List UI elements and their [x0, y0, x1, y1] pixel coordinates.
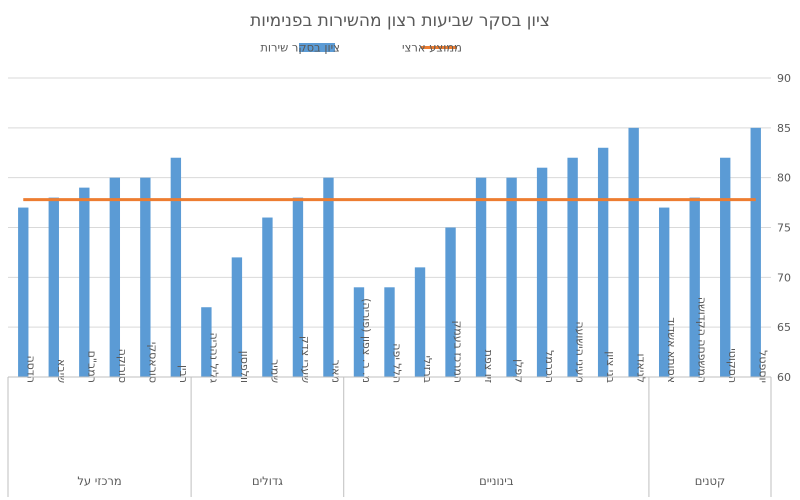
category-label: המשפחה הקדושה	[696, 297, 709, 383]
category-label: הכרמל	[543, 350, 556, 383]
group-label: בינוניים	[479, 474, 514, 488]
bar	[48, 197, 59, 377]
bar	[18, 207, 29, 377]
bar	[750, 127, 761, 377]
group-label: קטנים	[695, 474, 725, 488]
bar	[140, 177, 151, 377]
bar	[79, 187, 90, 377]
bar	[262, 217, 273, 377]
group-label: גדולים	[252, 474, 283, 488]
bar	[628, 127, 639, 377]
bar	[658, 207, 670, 377]
category-label: קפלן	[513, 359, 526, 383]
category-label: זיו צפת	[482, 350, 495, 384]
bar	[201, 307, 212, 377]
category-label: סוראסקי	[146, 342, 159, 383]
category-label: אסותא אשדוד	[665, 317, 678, 383]
y-tick-label: 70	[777, 271, 791, 284]
bar	[445, 227, 456, 377]
bar	[170, 157, 182, 377]
category-label: הלל יפה	[391, 343, 404, 383]
bar	[384, 287, 395, 377]
group-label: מרכזי על	[77, 474, 121, 488]
category-label: לניאדו	[635, 354, 648, 383]
category-label: יוספטל	[757, 350, 770, 383]
bars	[18, 127, 761, 377]
bar	[475, 177, 487, 377]
category-label: מעיני הישועה	[574, 321, 587, 383]
legend-swatch-bars	[299, 43, 335, 52]
y-tick-label: 60	[777, 371, 791, 384]
bar	[536, 167, 548, 377]
category-label: המרכז בעמק	[452, 320, 465, 383]
bar	[720, 157, 731, 377]
bar	[292, 197, 304, 377]
legend: ציון בסקר שירות ממוצע ארצי	[260, 41, 462, 55]
bar	[597, 147, 609, 377]
category-label: הסקוטי	[726, 348, 739, 383]
legend-label-bars: ציון בסקר שירות	[260, 41, 340, 55]
bar	[506, 177, 517, 377]
category-label: ברזילי	[421, 355, 434, 383]
category-label: הדסה	[24, 355, 37, 383]
x-axis: יוספטל הסקוטי המשפחה הקדושה אסותא אשדוד לניא…	[7, 297, 772, 497]
bar	[231, 257, 243, 377]
bar	[109, 177, 121, 377]
category-label: גליל נהריה	[207, 333, 220, 384]
category-label: רבין	[177, 365, 190, 383]
category-label: סורוקה	[116, 349, 129, 383]
category-label: שערי צדק	[299, 336, 312, 383]
y-tick-label: 75	[777, 222, 791, 235]
category-label: מ. ר. צפון (פוריה)	[360, 298, 373, 383]
y-tick-label: 80	[777, 172, 791, 185]
category-label: מאיר	[329, 360, 342, 384]
legend-label-average: ממוצע ארצי	[402, 41, 462, 55]
chart-title: ציון בסקר שביעות רצון מהשירות בפנימיות	[250, 11, 550, 31]
category-label: וולפסון	[238, 351, 251, 383]
category-label: שיבא	[55, 359, 68, 383]
category-label: רמב"ם	[85, 351, 98, 383]
y-axis: 60 65 70 75 80 85 90	[777, 72, 791, 384]
bar	[353, 287, 365, 377]
bar	[414, 267, 426, 377]
bar	[323, 177, 334, 377]
y-tick-label: 65	[777, 321, 791, 334]
category-label: בני ציון	[604, 351, 617, 383]
category-label: שמיר	[268, 359, 281, 383]
y-tick-label: 90	[777, 72, 791, 85]
bar	[689, 197, 700, 377]
bar	[567, 157, 578, 377]
y-tick-label: 85	[777, 122, 791, 135]
